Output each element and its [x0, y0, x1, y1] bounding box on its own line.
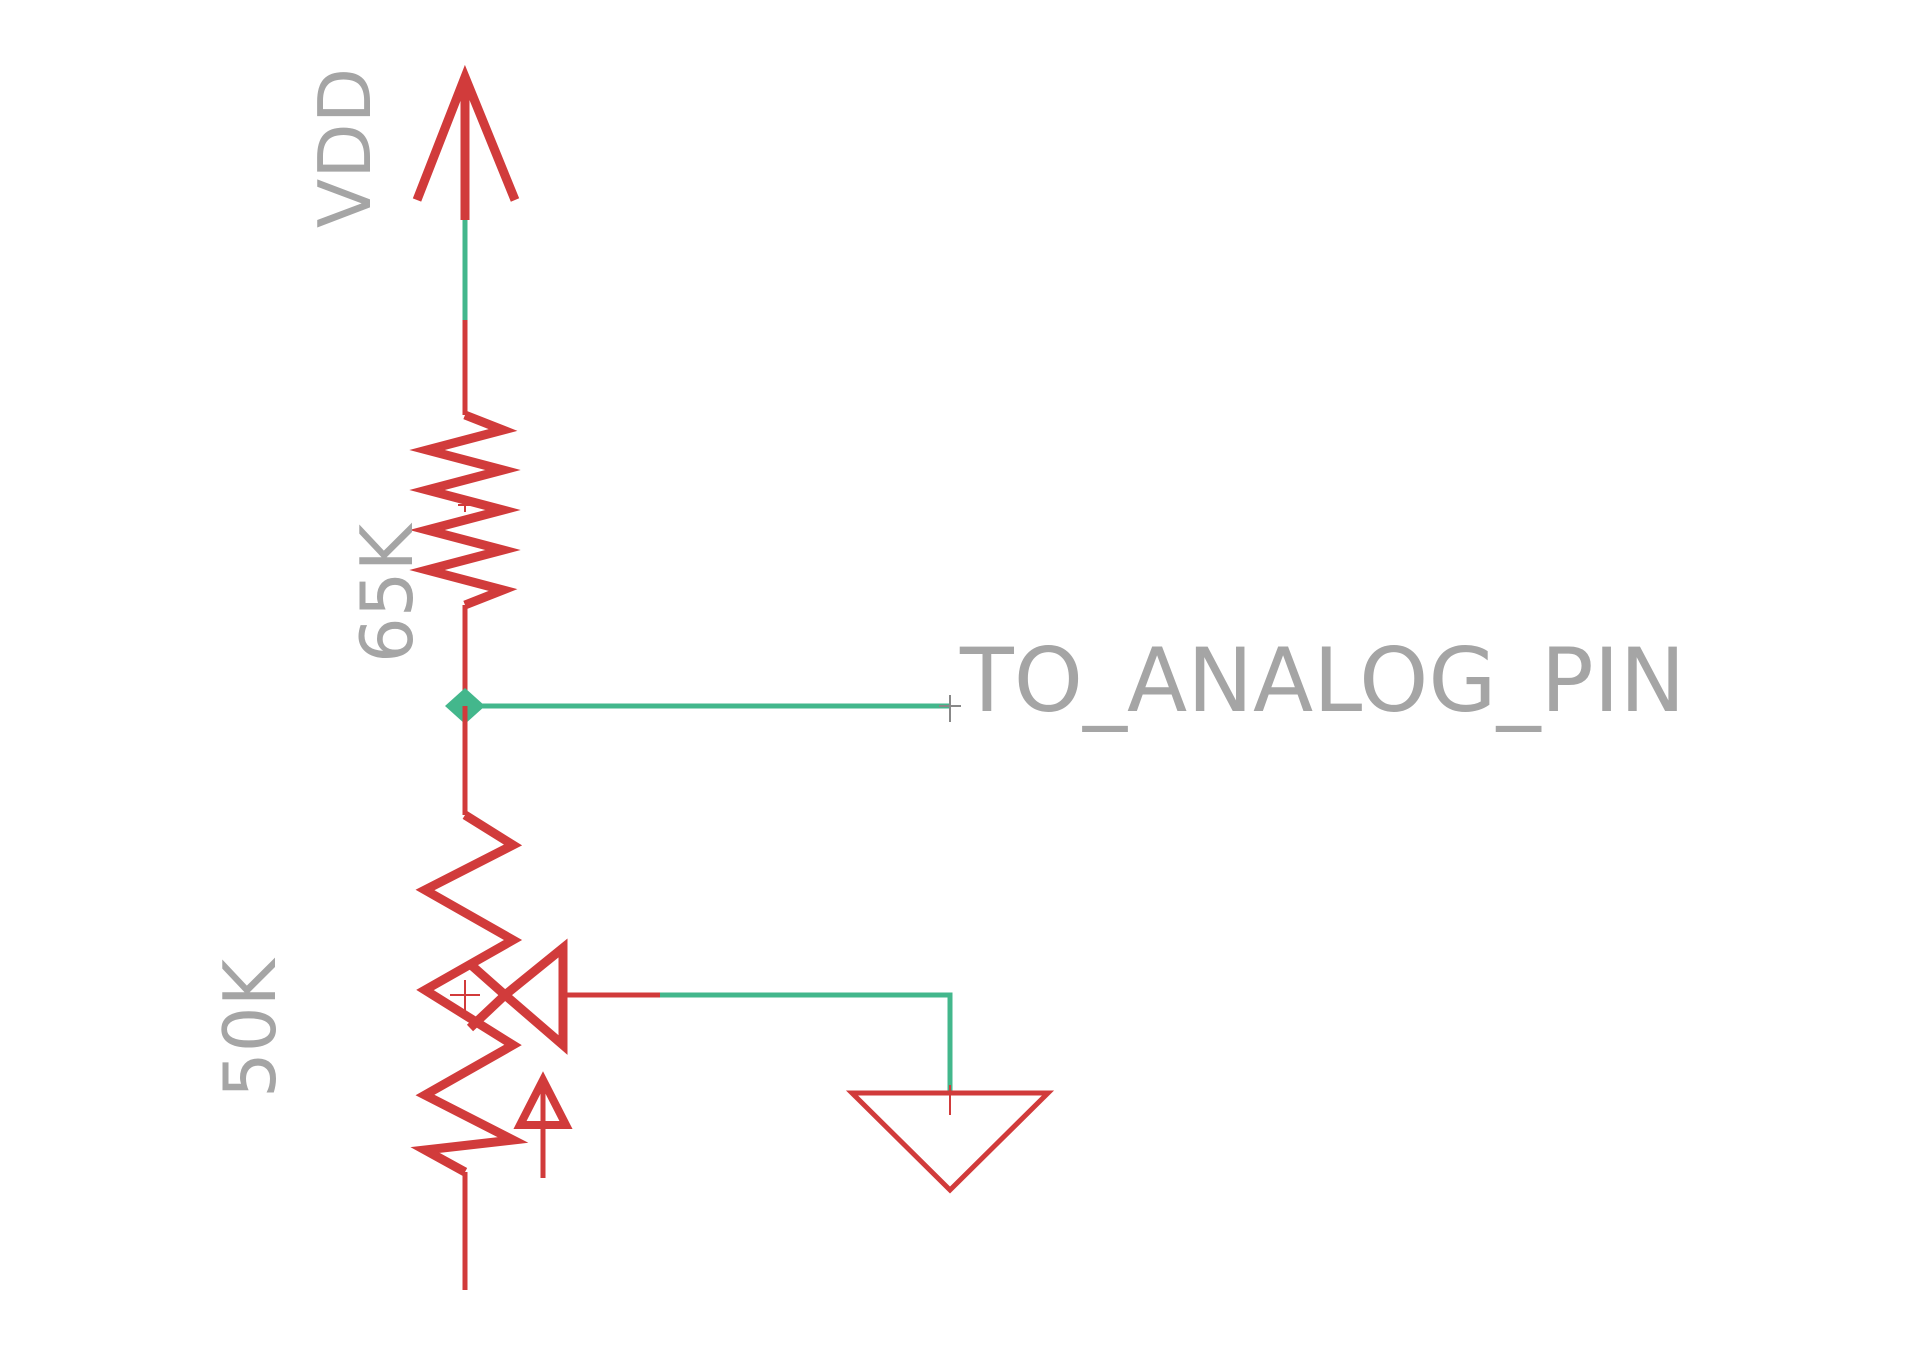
ground-symbol-icon: [845, 1085, 1055, 1194]
wire-to-ground: [660, 992, 953, 1095]
vdd-label: VDD: [303, 68, 387, 228]
resistor-65k-value: 65K: [345, 522, 429, 663]
vdd-power-symbol: [412, 64, 520, 220]
net-endpoint-marker: [939, 695, 961, 722]
net-label-to-analog-pin: TO_ANALOG_PIN: [959, 629, 1685, 732]
thermistor-50k-icon: [410, 811, 529, 1176]
thermistor-50k-value: 50K: [208, 957, 292, 1098]
resistor-65k-icon: [409, 410, 521, 610]
temperature-arrow-icon: [513, 1071, 573, 1178]
